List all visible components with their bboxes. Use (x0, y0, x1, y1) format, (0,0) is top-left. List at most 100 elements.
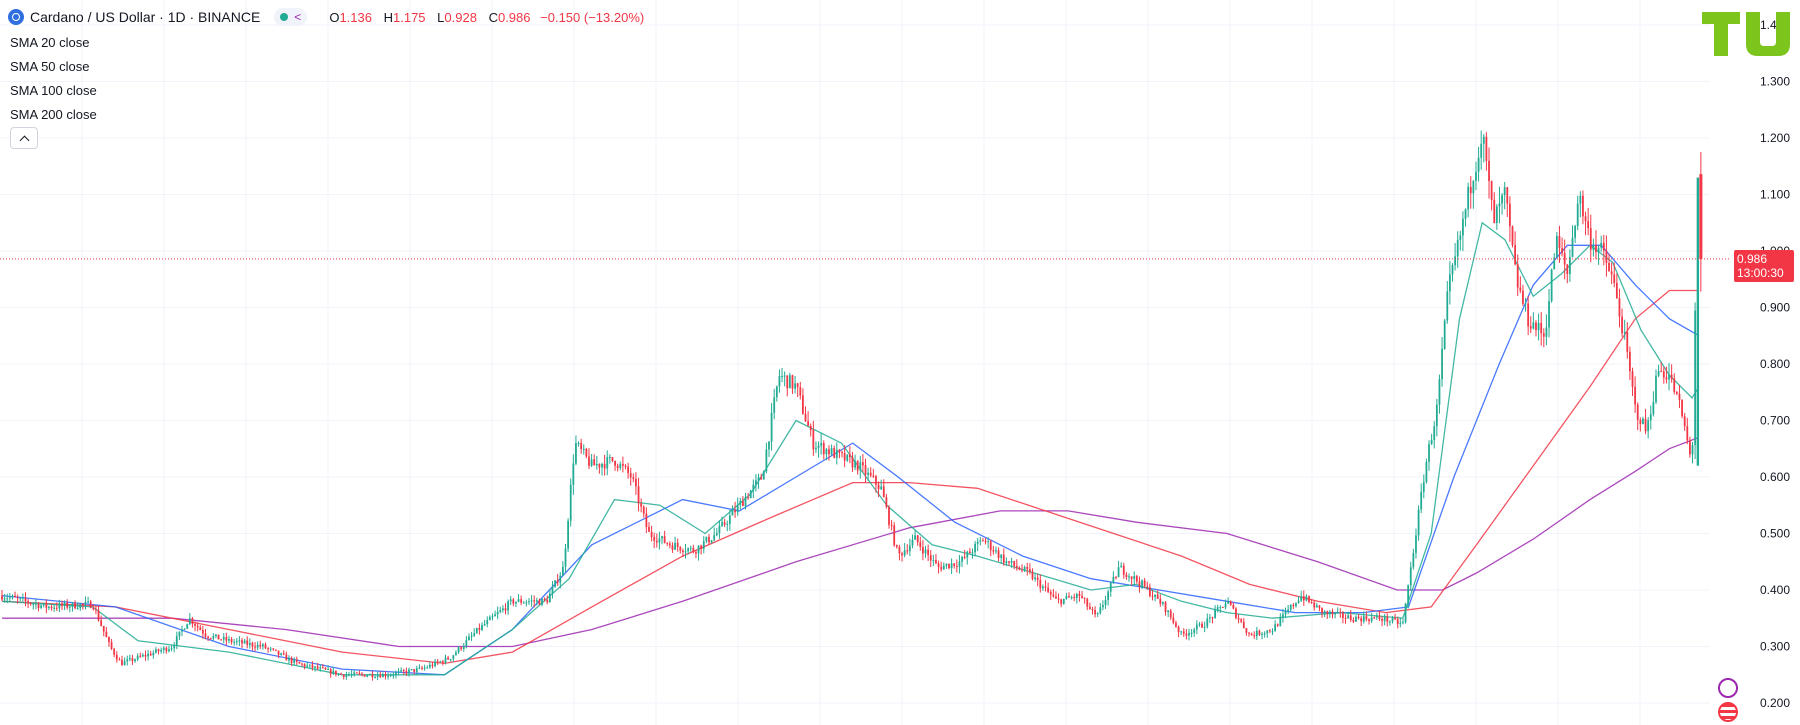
collapse-indicators-button[interactable] (10, 127, 38, 149)
candle-body (1691, 445, 1694, 455)
candle-body (1592, 245, 1595, 250)
us-flag-icon[interactable] (1718, 702, 1738, 722)
candle-body (1368, 619, 1370, 622)
candle-body (606, 457, 609, 469)
candle-body (932, 560, 935, 562)
price-axis: 1.4001.3001.2001.1001.0000.9000.8000.700… (1760, 18, 1790, 710)
candle-body (556, 580, 559, 583)
candle-body (1117, 567, 1120, 578)
candle-body (1185, 633, 1188, 636)
candle-body (781, 375, 783, 377)
candle-body (554, 580, 556, 587)
indicator-sma20[interactable]: SMA 20 close (10, 35, 90, 50)
candle-body (1678, 393, 1681, 400)
y-tick-label: 0.900 (1760, 301, 1790, 315)
candle-body (295, 659, 298, 662)
candle-body (55, 607, 58, 609)
candle-body (1245, 628, 1248, 633)
candle-body (1015, 565, 1018, 568)
candles-layer (1, 130, 1703, 681)
candle-body (410, 669, 413, 671)
candle-body (282, 653, 285, 655)
lightning-icon[interactable] (1718, 678, 1738, 698)
indicator-sma50[interactable]: SMA 50 close (10, 59, 90, 74)
candle-body (115, 654, 118, 660)
candle-body (29, 603, 32, 605)
candle-body (460, 647, 463, 649)
candle-body (358, 673, 361, 675)
candle-body (671, 545, 674, 550)
candle-body (1008, 561, 1010, 563)
candle-body (499, 610, 502, 613)
candle-body (1042, 586, 1044, 589)
candle-body (1610, 271, 1613, 275)
candle-body (809, 426, 812, 431)
candle-body (577, 443, 580, 445)
candle-body (504, 608, 507, 611)
indicator-sma200[interactable]: SMA 200 close (10, 107, 97, 122)
symbol-title[interactable]: Cardano / US Dollar · 1D · BINANCE (30, 9, 261, 25)
candle-body (1644, 418, 1647, 432)
candle-body (1276, 624, 1279, 626)
candle-body (1430, 439, 1433, 445)
candle-body (144, 654, 147, 657)
indicator-sma100[interactable]: SMA 100 close (10, 83, 97, 98)
candle-body (663, 536, 666, 543)
candle-body (955, 565, 958, 567)
candle-body (1125, 574, 1128, 577)
candle-body (175, 636, 178, 646)
symbol-status-pill[interactable]: < (274, 8, 308, 26)
candle-body (1128, 576, 1130, 578)
candle-body (942, 565, 945, 570)
candle-body (564, 548, 567, 567)
candle-body (1146, 586, 1149, 588)
candle-body (650, 531, 653, 538)
candle-body (867, 472, 870, 475)
candle-body (1229, 601, 1232, 605)
candle-body (1540, 322, 1543, 334)
candle-body (1107, 591, 1110, 600)
candle-body (1529, 326, 1532, 329)
candle-body (1404, 603, 1407, 623)
candle-body (697, 545, 700, 554)
candle-body (1, 595, 3, 600)
candle-body (995, 550, 997, 552)
candle-body (1626, 332, 1629, 352)
candle-body (1036, 577, 1039, 580)
candle-body (1141, 580, 1143, 587)
candle-body (1490, 181, 1493, 200)
share-icon[interactable]: < (294, 10, 302, 24)
candle-body (655, 540, 658, 543)
candle-body (582, 448, 585, 450)
candle-body (700, 545, 703, 549)
candle-body (1206, 618, 1209, 627)
candle-body (974, 543, 976, 553)
candle-body (261, 644, 264, 647)
candle-body (535, 600, 538, 602)
candle-body (89, 601, 92, 608)
candle-body (131, 658, 134, 662)
candle-body (332, 670, 335, 675)
candle-body (1446, 291, 1449, 321)
candle-body (1555, 235, 1558, 258)
candle-body (749, 490, 752, 499)
candle-body (843, 452, 846, 461)
candle-body (421, 667, 423, 669)
candle-body (624, 465, 627, 467)
candle-body (835, 449, 838, 458)
bar-countdown: 13:00:30 (1737, 265, 1784, 280)
candle-body (186, 624, 189, 629)
candle-body (6, 598, 9, 600)
candle-body (569, 484, 572, 521)
candle-body (462, 645, 465, 649)
candle-body (1435, 404, 1438, 427)
candle-body (1334, 612, 1337, 615)
candle-body (1566, 264, 1569, 274)
candle-body (1169, 610, 1172, 618)
candle-body (1595, 245, 1597, 253)
candle-body (1219, 606, 1222, 608)
candle-body (1342, 612, 1344, 618)
candle-body (311, 664, 314, 668)
candle-body (718, 525, 721, 534)
